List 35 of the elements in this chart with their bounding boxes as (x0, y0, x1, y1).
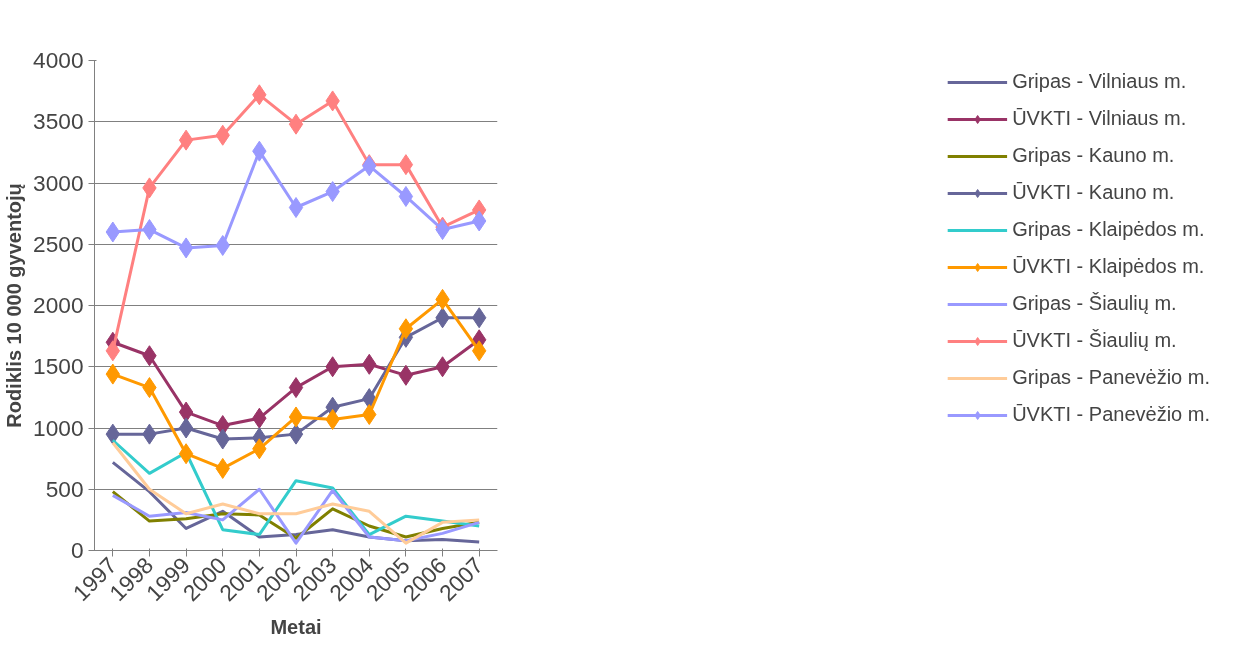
point (178, 417, 194, 439)
legend-label: Gripas - Vilniaus m. (1012, 70, 1187, 93)
point (178, 129, 194, 151)
y-tick-label: 1500 (33, 353, 84, 380)
point (398, 364, 414, 386)
y-tick-label: 1000 (33, 414, 84, 441)
point (178, 443, 194, 465)
point (398, 318, 414, 340)
legend-label: Gripas - Kauno m. (1012, 144, 1175, 167)
point (398, 154, 414, 176)
legend-label: ŪVKTI - Panevėžio m. (1012, 403, 1210, 426)
y-tick-label: 3500 (33, 108, 84, 135)
point (178, 237, 194, 259)
legend-label: ŪVKTI - Vilniaus m. (1012, 107, 1187, 130)
y-tick-label: 4000 (33, 47, 84, 73)
y-tick-label: 2000 (33, 292, 84, 318)
point (178, 401, 194, 423)
legend-label: Gripas - Šiaulių m. (1012, 292, 1177, 315)
y-axis-title: Rodiklis 10 000 gyventojų (3, 183, 26, 428)
point (288, 197, 304, 218)
legend-label: ŪVKTI - Klaipėdos m. (1012, 255, 1205, 278)
legend-label: ŪVKTI - Kauno m. (1012, 181, 1175, 204)
point (288, 113, 304, 135)
y-tick-label: 3000 (33, 169, 84, 196)
point (288, 406, 304, 428)
legend-label: Gripas - Panevėžio m. (1012, 366, 1210, 389)
legend-label: ŪVKTI - Šiaulių m. (1012, 329, 1177, 352)
legend-label: Gripas - Klaipėdos m. (1012, 218, 1205, 241)
y-tick-label: 2500 (33, 230, 84, 257)
x-axis-title: Metai (270, 615, 322, 638)
point (288, 423, 304, 445)
y-tick-label: 500 (45, 475, 84, 502)
y-tick-label: 0 (70, 537, 84, 563)
point (398, 185, 414, 207)
point (288, 377, 304, 399)
